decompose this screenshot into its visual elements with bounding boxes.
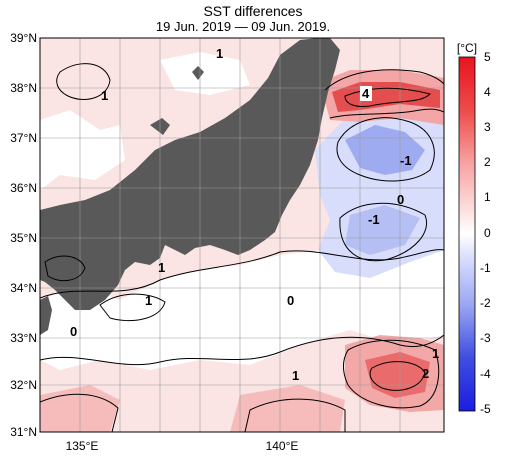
contour-minus-one [339,202,427,262]
contour-label: 4 [362,86,370,101]
colorbar-tick: 2 [484,155,491,169]
colorbar-tick: 3 [484,120,491,134]
lat-label: 36°N [10,181,37,195]
neutral-sst-region [40,110,125,190]
land-island [192,66,204,80]
contour-one [343,339,440,409]
colorbar-tick: 0 [484,226,491,240]
map-panel: 1 1 4 -1 -1 0 1 1 0 0 1 2 1 [40,38,444,432]
lat-label: 33°N [10,331,37,345]
contour-minus-one [336,117,435,182]
lon-label: 140°E [266,439,299,453]
colorbar-tick: -1 [480,261,491,275]
lat-label: 39°N [10,31,37,45]
contour-label: 1 [158,260,165,275]
contour-one [329,108,444,119]
colorbar-tick: 5 [484,50,491,64]
colorbar-tick: -5 [480,402,491,416]
contour-one [44,255,86,282]
contour-one [40,393,119,432]
contour-two [369,361,426,391]
lat-label: 34°N [10,281,37,295]
lon-label: 135°E [66,439,99,453]
map-frame [39,37,445,433]
colorbar-tick: -2 [480,296,491,310]
contour-label: 0 [397,192,404,207]
warm-sst-region [230,385,345,432]
map-title: SST differences [203,3,302,19]
graticule [40,38,444,432]
warm-sst-core [332,82,440,112]
lat-label: 37°N [10,131,37,145]
lat-label: 31°N [10,425,37,439]
contour-zero [40,249,444,299]
contour-label: 2 [422,366,429,381]
contour-zero [40,334,444,366]
contour-one [99,293,166,322]
contour-label: 1 [101,88,108,103]
contour-label-box [360,86,372,101]
cool-sst-core [345,205,420,255]
cool-sst-core [345,125,425,175]
colorbar-tick: -4 [480,367,491,381]
contour-one [244,398,346,432]
contour-label: 1 [292,368,299,383]
neutral-sst-region [40,250,444,370]
land-japan [40,38,340,310]
contour-one [324,69,444,91]
lat-label: 35°N [10,231,37,245]
contour-label: 1 [432,346,439,361]
colorbar-tick: -3 [480,331,491,345]
colorbar: [°C] 5 4 3 2 1 0 -1 -2 -3 -4 -5 [457,41,491,416]
colorbar-gradient [458,56,476,412]
colorbar-tick: 1 [484,190,491,204]
contour-label: 1 [145,293,152,308]
neutral-sst-region [160,52,250,95]
contour-label: 0 [70,324,77,339]
lat-label: 38°N [10,81,37,95]
contour-label: 1 [216,46,223,61]
contour-label: -1 [368,212,380,227]
land-kyushu [40,296,52,335]
contour-label: -1 [400,153,412,168]
contour-one [56,63,111,100]
contour-four [344,87,431,107]
colorbar-tick: 4 [484,85,491,99]
contour-label: 0 [287,293,294,308]
map-date-range: 19 Jun. 2019 — 09 Jun. 2019. [156,19,330,34]
colorbar-unit: [°C] [457,41,477,55]
contour-lines [40,63,444,432]
lat-label: 32°N [10,378,37,392]
